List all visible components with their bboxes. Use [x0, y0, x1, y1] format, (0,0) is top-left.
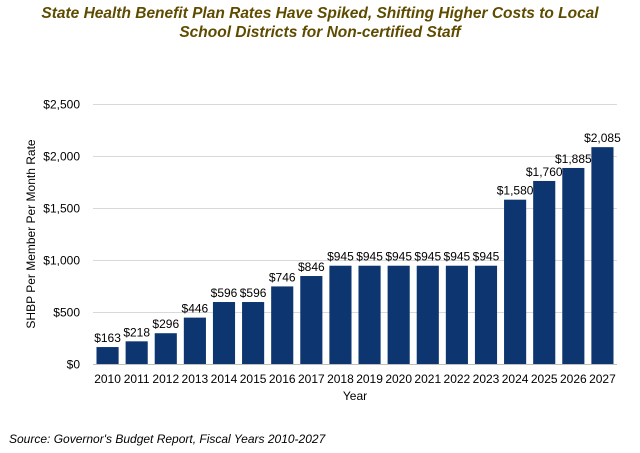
data-label-2015: $596	[240, 286, 267, 300]
y-tick-label: $0	[67, 358, 81, 372]
data-label-2012: $296	[152, 317, 179, 331]
x-tick-label: 2018	[327, 372, 354, 386]
y-tick-label: $1,000	[43, 254, 80, 268]
x-tick-label: 2010	[94, 372, 121, 386]
data-label-2013: $446	[182, 302, 209, 316]
bar-2016	[271, 286, 294, 364]
data-label-2017: $846	[298, 260, 325, 274]
chart-title: State Health Benefit Plan Rates Have Spi…	[0, 4, 640, 42]
data-label-2023: $945	[473, 250, 500, 264]
x-tick-label: 2020	[385, 372, 412, 386]
x-axis-title: Year	[343, 389, 367, 403]
bar-2020	[387, 265, 410, 364]
y-tick-label: $500	[53, 306, 80, 320]
bar-2027	[591, 147, 614, 364]
gridlines	[93, 104, 617, 365]
source-note: Source: Governor's Budget Report, Fiscal…	[9, 432, 326, 446]
data-label-2011: $218	[123, 325, 150, 339]
x-tick-label: 2025	[531, 372, 558, 386]
y-tick-label: $2,000	[43, 150, 80, 164]
bar-2026	[562, 167, 585, 364]
bar-2023	[474, 265, 498, 364]
y-axis-title: SHBP Per Member Per Month Rate	[24, 139, 38, 329]
y-tick-label: $1,500	[43, 202, 80, 216]
x-tick-label: 2016	[269, 372, 296, 386]
x-tick-label: 2021	[414, 372, 441, 386]
y-axis-ticks: $0 $500 $1,000 $1,500 $2,000 $2,500	[43, 98, 80, 372]
data-label-2021: $945	[414, 250, 441, 264]
x-tick-label: 2024	[502, 372, 529, 386]
bar-2017	[300, 276, 323, 364]
data-labels: $163 $218$296$446$596 $596$746$846$945 $945…	[94, 131, 621, 345]
data-label-2014: $596	[211, 286, 238, 300]
data-label-2020: $945	[385, 250, 412, 264]
bar-2014	[212, 302, 236, 364]
chart-title-line-1: State Health Benefit Plan Rates Have Spi…	[41, 5, 599, 22]
data-label-2027: $2,085	[584, 131, 621, 145]
data-label-2018: $945	[327, 250, 354, 264]
bar-2021	[416, 265, 439, 364]
data-label-2024: $1,580	[497, 184, 534, 198]
bar-2011	[125, 341, 148, 364]
bar-2024	[504, 199, 527, 364]
x-tick-label: 2011	[124, 372, 150, 386]
bar-2018	[329, 265, 352, 364]
x-tick-label: 2017	[298, 372, 325, 386]
x-tick-label: 2014	[211, 372, 238, 386]
x-axis-ticks: 2010 2011 2012 2013 2014 2015 2016 2017 2018 2019…	[94, 372, 616, 386]
x-tick-label: 2023	[473, 372, 500, 386]
bar-2013	[183, 317, 206, 364]
x-tick-label: 2019	[356, 372, 383, 386]
x-tick-label: 2027	[589, 372, 616, 386]
bar-2019	[358, 265, 381, 364]
x-tick-label: 2026	[560, 372, 587, 386]
x-tick-label: 2013	[182, 372, 209, 386]
data-label-2016: $746	[269, 270, 296, 284]
x-tick-label: 2012	[152, 372, 179, 386]
data-label-2010: $163	[94, 331, 121, 345]
bar-2025	[533, 180, 556, 364]
y-tick-label: $2,500	[43, 98, 80, 112]
bars	[96, 147, 614, 364]
data-label-2022: $945	[444, 250, 471, 264]
bar-2012	[154, 333, 177, 364]
x-tick-label: 2015	[240, 372, 267, 386]
bar-2022	[445, 265, 468, 364]
data-label-2026: $1,885	[555, 152, 592, 166]
bar-2010	[96, 347, 119, 364]
x-tick-label: 2022	[444, 372, 471, 386]
data-label-2019: $945	[356, 250, 383, 264]
chart-title-line-2: School Districts for Non-certified Staff	[179, 24, 461, 41]
data-label-2025: $1,760	[526, 165, 563, 179]
bar-2015	[242, 302, 265, 364]
